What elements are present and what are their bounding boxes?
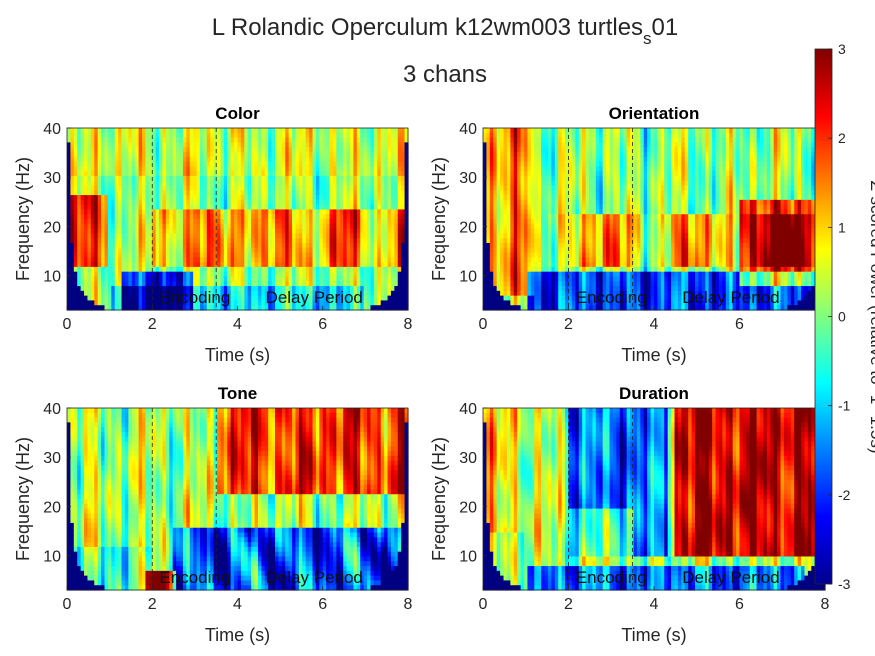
annotation-delay-period: Delay Period <box>266 288 363 307</box>
panel-4: Encoding Delay Period Duration 0 2 4 6 8 10 20 30 4… <box>429 384 830 645</box>
figure-subtitle: 3 chans <box>403 61 487 88</box>
x-axis-label: Time (s) <box>621 345 686 365</box>
y-tick-label: 30 <box>459 170 477 187</box>
annotation-encoding: Encoding <box>159 568 230 587</box>
y-tick-label: 40 <box>459 401 477 418</box>
x-tick-label: 0 <box>479 596 488 613</box>
y-tick-label: 40 <box>43 121 61 138</box>
y-tick-label: 10 <box>43 549 61 566</box>
colorbar-tick-label: 2 <box>838 130 846 146</box>
y-tick-label: 20 <box>43 219 61 236</box>
panel-title: Orientation <box>609 104 700 123</box>
y-tick-label: 40 <box>43 401 61 418</box>
colorbar-tick-label: 1 <box>838 219 846 235</box>
y-axis-label: Frequency (Hz) <box>13 157 33 281</box>
colorbar-tick-label: 0 <box>838 309 846 325</box>
y-axis-label: Frequency (Hz) <box>429 437 449 561</box>
y-tick-label: 40 <box>459 121 477 138</box>
heatmap-cells <box>67 408 409 591</box>
panel-title: Tone <box>218 384 257 403</box>
annotation-encoding: Encoding <box>576 568 647 587</box>
panel-3: Encoding Delay Period Tone 0 2 4 6 8 10 20 30 40 Tim… <box>13 384 413 645</box>
x-tick-label: 0 <box>63 316 72 333</box>
x-tick-label: 6 <box>735 316 744 333</box>
panel-1: Encoding Delay Period Color 0 2 4 6 8 10 20 30 40 Ti… <box>13 104 413 365</box>
panel-2: Encoding Delay Period Orientation 0 2 4 6 10 20 3… <box>429 104 826 365</box>
y-tick-label: 10 <box>43 269 61 286</box>
y-tick-label: 30 <box>459 450 477 467</box>
x-tick-label: 2 <box>148 316 157 333</box>
colorbar-tick-label: -1 <box>838 398 851 414</box>
y-tick-label: 20 <box>459 499 477 516</box>
colorbar-tick-label: -3 <box>838 576 851 592</box>
x-axis-label: Time (s) <box>205 345 270 365</box>
heatmap-cells <box>483 128 826 311</box>
y-axis-label: Frequency (Hz) <box>13 437 33 561</box>
x-tick-label: 2 <box>148 596 157 613</box>
annotation-encoding: Encoding <box>159 288 230 307</box>
x-tick-label: 2 <box>564 596 573 613</box>
x-tick-label: 0 <box>479 316 488 333</box>
x-tick-label: 4 <box>233 316 242 333</box>
annotation-encoding: Encoding <box>576 288 647 307</box>
x-axis-label: Time (s) <box>205 625 270 645</box>
y-tick-label: 20 <box>459 219 477 236</box>
y-tick-label: 10 <box>459 269 477 286</box>
x-tick-label: 8 <box>404 316 413 333</box>
y-axis-label: Frequency (Hz) <box>429 157 449 281</box>
y-tick-label: 30 <box>43 170 61 187</box>
annotation-delay-period: Delay Period <box>266 568 363 587</box>
x-tick-label: 4 <box>233 596 242 613</box>
annotation-delay-period: Delay Period <box>682 568 779 587</box>
colorbar-label: Z-scored Power (relative to -1--1.5s) <box>867 180 875 453</box>
x-tick-label: 4 <box>650 596 659 613</box>
x-tick-label: 6 <box>318 316 327 333</box>
panel-title: Duration <box>619 384 689 403</box>
x-tick-label: 2 <box>564 316 573 333</box>
x-tick-label: 6 <box>318 596 327 613</box>
x-tick-label: 6 <box>735 596 744 613</box>
x-tick-label: 4 <box>650 316 659 333</box>
y-tick-label: 10 <box>459 549 477 566</box>
colorbar-tick-label: -2 <box>838 487 851 503</box>
x-tick-label: 8 <box>404 596 413 613</box>
annotation-delay-period: Delay Period <box>682 288 779 307</box>
y-tick-label: 20 <box>43 499 61 516</box>
colorbar-tick-label: 3 <box>838 41 846 57</box>
figure-title: L Rolandic Operculum k12wm003 turtless01 <box>212 14 679 48</box>
x-tick-label: 8 <box>821 596 830 613</box>
x-axis-label: Time (s) <box>621 625 686 645</box>
colorbar: 3 2 1 0 -1 -2 -3 Z-scored Power (relative to -… <box>814 41 875 592</box>
heatmap-cells <box>483 408 826 591</box>
heatmap-cells <box>67 128 409 311</box>
panel-title: Color <box>215 104 260 123</box>
y-tick-label: 30 <box>43 450 61 467</box>
x-tick-label: 0 <box>63 596 72 613</box>
